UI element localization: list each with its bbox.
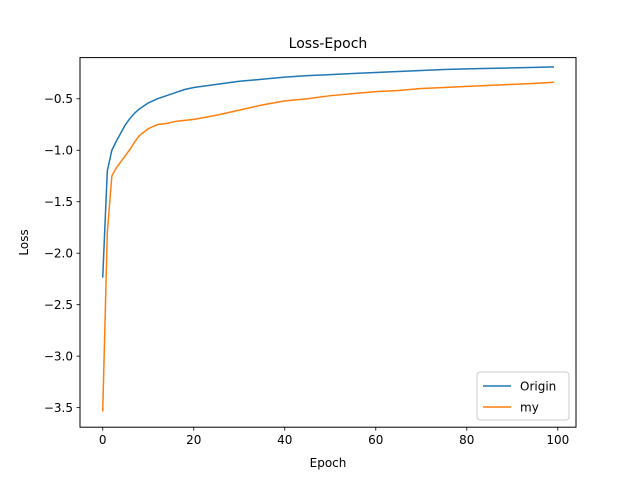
y-tick-label: −2.5 (44, 298, 73, 312)
y-axis: −3.5 −3.0 −2.5 −2.0 −1.5 −1.0 −0.5 (44, 92, 80, 415)
legend-label-my: my (520, 400, 539, 414)
x-tick-label: 20 (186, 433, 201, 447)
legend-label-origin: Origin (520, 379, 556, 393)
y-tick-label: −1.5 (44, 195, 73, 209)
legend: Origin my (476, 371, 570, 421)
x-tick-label: 80 (459, 433, 474, 447)
y-tick-label: −3.0 (44, 349, 73, 363)
series-line-my (101, 81, 555, 412)
chart-title: Loss-Epoch (289, 36, 368, 52)
legend-box (476, 371, 570, 421)
y-tick-label: −1.0 (44, 144, 73, 158)
y-tick-label: −3.5 (44, 401, 73, 415)
y-axis-label: Loss (17, 229, 31, 255)
x-tick-label: 60 (368, 433, 383, 447)
x-tick-label: 100 (546, 433, 569, 447)
x-axis-label: Epoch (310, 456, 347, 470)
series-layer (101, 66, 555, 412)
x-tick-label: 40 (277, 433, 292, 447)
y-tick-label: −0.5 (44, 92, 73, 106)
y-tick-label: −2.0 (44, 247, 73, 261)
x-tick-label: 0 (99, 433, 107, 447)
x-axis: 0 20 40 60 80 100 (99, 427, 569, 447)
plot-frame (79, 57, 577, 428)
series-line-origin (101, 66, 555, 278)
